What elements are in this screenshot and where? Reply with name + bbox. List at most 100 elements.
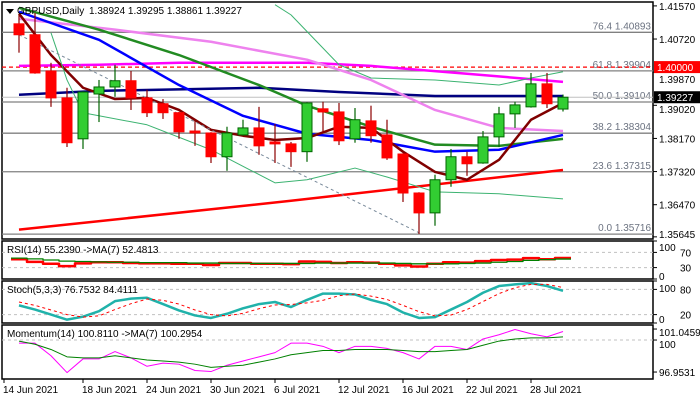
candle[interactable] — [285, 141, 297, 167]
y-axis-label: 1.36470 — [659, 201, 696, 212]
candle-body — [365, 120, 377, 137]
candle[interactable] — [381, 119, 393, 160]
y-axis-label: 30 — [680, 264, 692, 275]
candle[interactable] — [461, 151, 473, 176]
candle[interactable] — [365, 105, 377, 143]
candle-body — [109, 80, 121, 88]
candle[interactable] — [221, 126, 233, 171]
candle[interactable] — [93, 79, 105, 123]
y-axis-label: 100 — [659, 243, 676, 254]
fibonacci-level-label: 38.2 1.38304 — [593, 122, 652, 133]
candle[interactable] — [29, 12, 41, 74]
candle-body — [557, 96, 569, 110]
ohlc-readout: 1.38924 1.39295 1.38861 1.39227 — [89, 6, 242, 17]
candle-body — [269, 141, 281, 145]
current-badge-label: 1.39227 — [657, 93, 694, 104]
candle-body — [157, 103, 169, 114]
y-axis-label: 0 — [659, 272, 665, 283]
indicator-title: Stoch(5,3,3) 76.7532 84.4111 — [7, 285, 138, 296]
candle[interactable] — [413, 192, 425, 234]
candle-body — [205, 132, 217, 158]
y-axis-label: 1.39020 — [659, 105, 696, 116]
candle[interactable] — [477, 131, 489, 164]
y-axis-label: 20 — [680, 311, 692, 322]
candle-body — [141, 97, 153, 114]
x-axis-label: 12 Jul 2021 — [338, 385, 390, 396]
candle[interactable] — [445, 148, 457, 187]
overlay-line-ma_violet — [18, 17, 564, 133]
overlay-line-ma_maroon — [18, 12, 564, 181]
x-axis-label: 22 Jul 2021 — [466, 385, 518, 396]
chart-header: GBPUSD,Daily 1.38924 1.39295 1.38861 1.3… — [6, 6, 242, 17]
candle[interactable] — [509, 101, 521, 128]
candle[interactable] — [173, 111, 185, 139]
level-badge-label: 1.40000 — [657, 63, 694, 74]
candle-body — [445, 156, 457, 181]
candle[interactable] — [205, 132, 217, 163]
candle[interactable] — [237, 119, 249, 136]
candle[interactable] — [125, 70, 137, 110]
overlay-line-band — [274, 4, 564, 86]
y-axis-label: 1.37320 — [659, 168, 696, 179]
panel-frame — [1, 1, 654, 240]
x-axis-label: 6 Jul 2021 — [274, 385, 321, 396]
candle-body — [541, 83, 553, 105]
stochastic-panel[interactable]: 100 80 20 0 Stoch(5,3,3) 76.7532 84.4111 — [1, 280, 692, 326]
candle-body — [77, 91, 89, 140]
candle[interactable] — [77, 91, 89, 149]
candle[interactable] — [349, 108, 361, 143]
candle-body — [253, 127, 265, 147]
y-axis-label: 1.39870 — [659, 75, 696, 86]
symbol-label: GBPUSD,Daily — [17, 6, 84, 17]
candle[interactable] — [189, 118, 201, 146]
overlay-line-ma_navy — [18, 86, 563, 98]
x-axis-label: 18 Jun 2021 — [82, 385, 137, 396]
candle[interactable] — [13, 14, 25, 53]
candle[interactable] — [429, 174, 441, 226]
date-axis: 14 Jun 2021 18 Jun 2021 24 Jun 2021 30 Jun … — [3, 379, 582, 396]
candle-body — [173, 112, 185, 133]
rsi-panel[interactable]: 100 70 30 0 RSI(14) 55.2390 ->MA(7) 52.4813 — [1, 240, 692, 283]
candle-body — [429, 179, 441, 214]
candle[interactable] — [45, 62, 57, 107]
triangle-down-icon[interactable] — [6, 9, 14, 14]
y-axis-label: 100 — [659, 284, 676, 295]
candle[interactable] — [61, 87, 73, 148]
y-axis-label: 100 — [659, 340, 676, 351]
candle[interactable] — [141, 89, 153, 117]
candle[interactable] — [493, 106, 505, 148]
y-axis-label: 96.9531 — [659, 368, 696, 379]
candle[interactable] — [525, 72, 537, 108]
candle-body — [413, 192, 425, 214]
indicator-series-mom_ma — [18, 336, 564, 368]
y-axis-label: 70 — [680, 248, 692, 259]
overlay-line-ma_red — [18, 168, 564, 231]
candle-body — [285, 143, 297, 153]
candle[interactable] — [269, 124, 281, 163]
candle[interactable] — [333, 102, 345, 146]
x-axis-label: 14 Jun 2021 — [3, 385, 58, 396]
x-axis-label: 30 Jun 2021 — [210, 385, 265, 396]
price-panel[interactable]: 1.41570 1.40720 1.39870 1.39020 1.38170 1.373… — [1, 1, 700, 241]
candle-body — [461, 156, 473, 165]
candle-body — [45, 70, 57, 99]
candle[interactable] — [109, 64, 121, 97]
candle[interactable] — [301, 102, 313, 162]
x-axis-label: 28 Jul 2021 — [530, 385, 582, 396]
candle-body — [349, 119, 361, 140]
candle-body — [381, 134, 393, 159]
candle[interactable] — [541, 72, 553, 109]
level-badge-bg — [654, 61, 700, 74]
candle[interactable] — [157, 99, 169, 119]
candle[interactable] — [397, 153, 409, 202]
candle-body — [509, 104, 521, 115]
candle[interactable] — [253, 106, 265, 155]
candle[interactable] — [557, 94, 569, 112]
candle[interactable] — [317, 101, 329, 132]
candle-body — [13, 23, 25, 36]
indicator-title: Momentum(14) 100.8110 ->MA(7) 100.2954 — [7, 329, 203, 340]
overlay-line-trendline — [18, 34, 420, 234]
y-axis-label: 1.40720 — [659, 35, 696, 46]
